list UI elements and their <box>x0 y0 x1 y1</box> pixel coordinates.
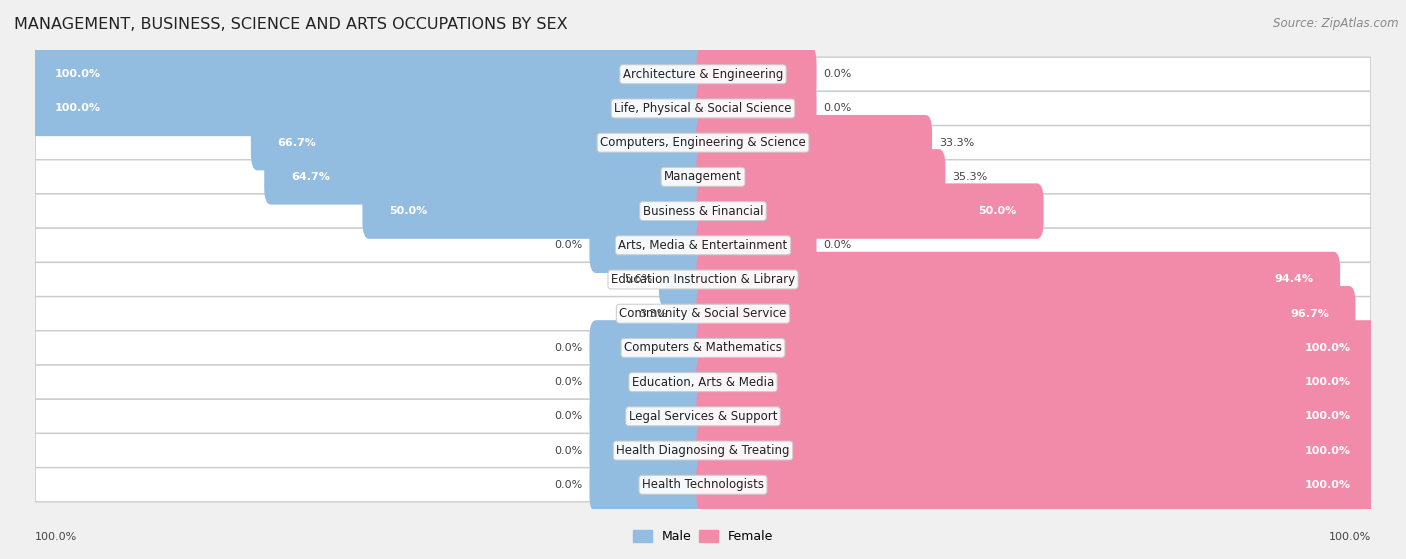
Text: 0.0%: 0.0% <box>554 411 582 421</box>
Text: 33.3%: 33.3% <box>939 138 974 148</box>
FancyBboxPatch shape <box>35 297 1371 331</box>
Text: Business & Financial: Business & Financial <box>643 205 763 217</box>
Text: 0.0%: 0.0% <box>824 69 852 79</box>
FancyBboxPatch shape <box>264 149 710 205</box>
Text: 0.0%: 0.0% <box>554 446 582 456</box>
FancyBboxPatch shape <box>696 320 1378 376</box>
Text: 94.4%: 94.4% <box>1274 274 1313 285</box>
FancyBboxPatch shape <box>696 389 1378 444</box>
Text: 5.6%: 5.6% <box>624 274 652 285</box>
FancyBboxPatch shape <box>696 115 932 170</box>
Text: Community & Social Service: Community & Social Service <box>619 307 787 320</box>
FancyBboxPatch shape <box>696 286 1355 342</box>
Text: Education, Arts & Media: Education, Arts & Media <box>631 376 775 389</box>
Text: Life, Physical & Social Science: Life, Physical & Social Science <box>614 102 792 115</box>
FancyBboxPatch shape <box>696 183 1043 239</box>
Text: Source: ZipAtlas.com: Source: ZipAtlas.com <box>1274 17 1399 30</box>
Text: 0.0%: 0.0% <box>554 480 582 490</box>
Text: 35.3%: 35.3% <box>952 172 987 182</box>
Text: Management: Management <box>664 170 742 183</box>
Text: 100.0%: 100.0% <box>55 69 101 79</box>
Text: Health Diagnosing & Treating: Health Diagnosing & Treating <box>616 444 790 457</box>
FancyBboxPatch shape <box>35 262 1371 297</box>
FancyBboxPatch shape <box>589 389 710 444</box>
FancyBboxPatch shape <box>35 433 1371 468</box>
Text: 0.0%: 0.0% <box>554 240 582 250</box>
FancyBboxPatch shape <box>696 217 817 273</box>
FancyBboxPatch shape <box>589 217 710 273</box>
FancyBboxPatch shape <box>696 252 1340 307</box>
Text: 0.0%: 0.0% <box>554 343 582 353</box>
Text: Arts, Media & Entertainment: Arts, Media & Entertainment <box>619 239 787 252</box>
Text: Health Technologists: Health Technologists <box>643 479 763 491</box>
FancyBboxPatch shape <box>35 228 1371 262</box>
Text: 100.0%: 100.0% <box>1305 480 1351 490</box>
FancyBboxPatch shape <box>696 80 817 136</box>
FancyBboxPatch shape <box>28 46 710 102</box>
Text: 100.0%: 100.0% <box>55 103 101 113</box>
FancyBboxPatch shape <box>659 252 710 307</box>
FancyBboxPatch shape <box>35 365 1371 399</box>
Text: 100.0%: 100.0% <box>1305 343 1351 353</box>
FancyBboxPatch shape <box>696 149 945 205</box>
FancyBboxPatch shape <box>35 399 1371 433</box>
FancyBboxPatch shape <box>589 354 710 410</box>
Text: 100.0%: 100.0% <box>1305 411 1351 421</box>
Text: 100.0%: 100.0% <box>1305 377 1351 387</box>
Text: MANAGEMENT, BUSINESS, SCIENCE AND ARTS OCCUPATIONS BY SEX: MANAGEMENT, BUSINESS, SCIENCE AND ARTS O… <box>14 17 568 32</box>
FancyBboxPatch shape <box>35 126 1371 160</box>
FancyBboxPatch shape <box>589 423 710 479</box>
Text: 96.7%: 96.7% <box>1289 309 1329 319</box>
FancyBboxPatch shape <box>696 423 1378 479</box>
Text: Computers & Mathematics: Computers & Mathematics <box>624 342 782 354</box>
FancyBboxPatch shape <box>35 160 1371 194</box>
Text: 64.7%: 64.7% <box>291 172 330 182</box>
FancyBboxPatch shape <box>696 46 817 102</box>
FancyBboxPatch shape <box>35 331 1371 365</box>
Text: 100.0%: 100.0% <box>1305 446 1351 456</box>
Text: Legal Services & Support: Legal Services & Support <box>628 410 778 423</box>
FancyBboxPatch shape <box>589 320 710 376</box>
FancyBboxPatch shape <box>35 194 1371 228</box>
FancyBboxPatch shape <box>28 80 710 136</box>
Text: 100.0%: 100.0% <box>35 532 77 542</box>
Text: 0.0%: 0.0% <box>824 240 852 250</box>
FancyBboxPatch shape <box>250 115 710 170</box>
FancyBboxPatch shape <box>363 183 710 239</box>
FancyBboxPatch shape <box>35 91 1371 126</box>
Text: Architecture & Engineering: Architecture & Engineering <box>623 68 783 80</box>
Legend: Male, Female: Male, Female <box>628 525 778 548</box>
Text: 3.3%: 3.3% <box>640 309 668 319</box>
FancyBboxPatch shape <box>675 286 710 342</box>
FancyBboxPatch shape <box>589 457 710 513</box>
FancyBboxPatch shape <box>35 57 1371 91</box>
Text: 100.0%: 100.0% <box>1329 532 1371 542</box>
Text: Computers, Engineering & Science: Computers, Engineering & Science <box>600 136 806 149</box>
FancyBboxPatch shape <box>696 354 1378 410</box>
Text: 50.0%: 50.0% <box>389 206 427 216</box>
FancyBboxPatch shape <box>35 468 1371 502</box>
Text: Education Instruction & Library: Education Instruction & Library <box>612 273 794 286</box>
Text: 0.0%: 0.0% <box>554 377 582 387</box>
FancyBboxPatch shape <box>696 457 1378 513</box>
Text: 66.7%: 66.7% <box>277 138 316 148</box>
Text: 0.0%: 0.0% <box>824 103 852 113</box>
Text: 50.0%: 50.0% <box>979 206 1017 216</box>
